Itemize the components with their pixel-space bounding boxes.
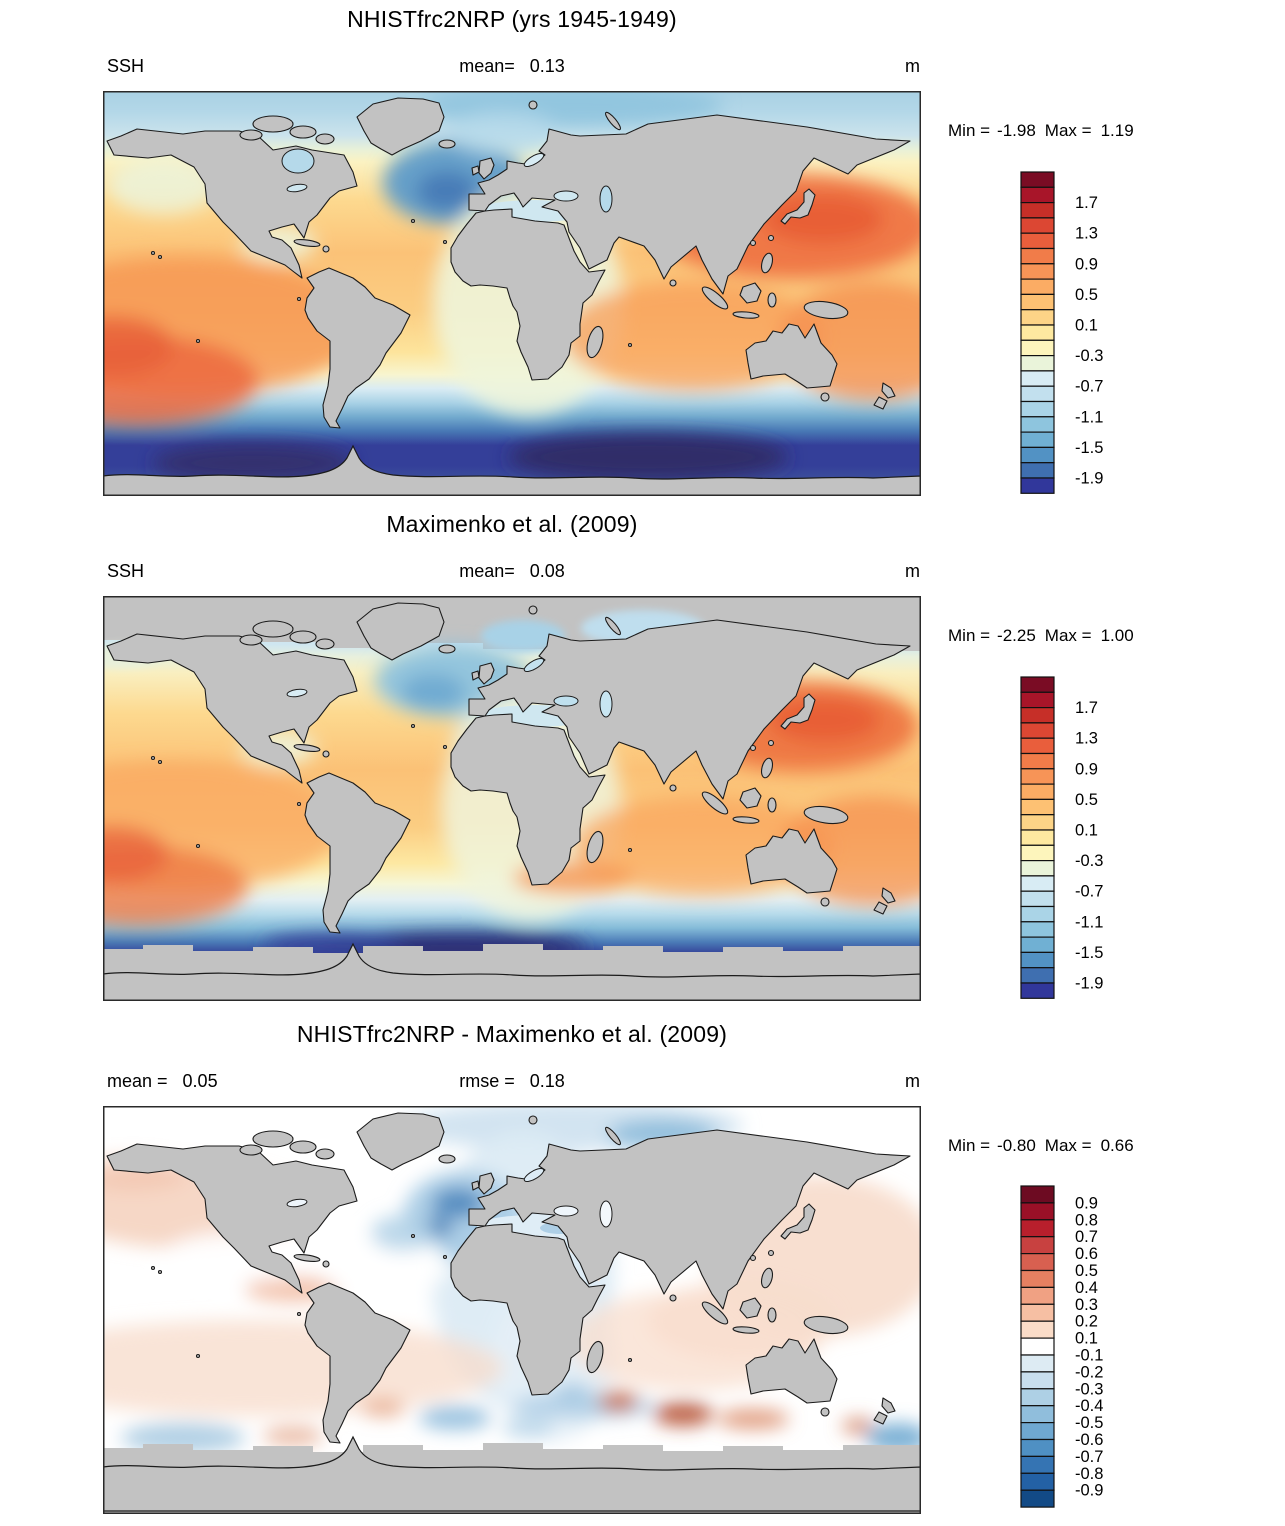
panel1-map	[103, 91, 921, 496]
svg-text:0.9: 0.9	[1075, 255, 1098, 273]
panel2-colorbar: 1.7 1.3 0.9 0.5 0.1 -0.3 -0.7 -1.1 -1.5 -1.9	[1020, 676, 1140, 1017]
svg-text:0.5: 0.5	[1075, 286, 1098, 304]
svg-text:-0.4: -0.4	[1075, 1397, 1103, 1415]
svg-text:0.5: 0.5	[1075, 791, 1098, 809]
panel1-lakes	[281, 148, 613, 213]
svg-text:0.1: 0.1	[1075, 822, 1098, 840]
svg-text:0.6: 0.6	[1075, 1245, 1098, 1263]
svg-text:0.7: 0.7	[1075, 1228, 1098, 1246]
colorbar-svg: 1.7 1.3 0.9 0.5 0.1 -0.3 -0.7 -1.1 -1.5 -1.9	[1020, 676, 1103, 999]
svg-text:-1.9: -1.9	[1075, 470, 1103, 488]
panel3-rmse-stat: rmse = 0.18	[459, 1071, 565, 1091]
svg-text:-0.6: -0.6	[1075, 1431, 1103, 1449]
svg-text:-0.7: -0.7	[1075, 883, 1103, 901]
panel3-map	[103, 1106, 921, 1514]
panel1-title: NHISTfrc2NRP (yrs 1945-1949)	[347, 6, 677, 32]
panel2-lakes	[286, 658, 613, 718]
svg-text:-0.9: -0.9	[1075, 1482, 1103, 1500]
svg-text:1.7: 1.7	[1075, 194, 1098, 212]
panel2-subheader: SSH mean= 0.08 m	[103, 561, 921, 585]
panel1-minmax: Min = -1.98 Max = 1.19	[948, 121, 1134, 140]
svg-text:-0.3: -0.3	[1075, 852, 1103, 870]
panel3-lakes	[286, 1168, 613, 1228]
panel3-title: NHISTfrc2NRP - Maximenko et al. (2009)	[296, 1021, 728, 1047]
svg-text:-0.3: -0.3	[1075, 347, 1103, 365]
svg-text:-0.2: -0.2	[1075, 1363, 1103, 1381]
svg-text:-1.1: -1.1	[1075, 913, 1103, 931]
svg-text:1.3: 1.3	[1075, 225, 1098, 243]
svg-text:-1.9: -1.9	[1075, 975, 1103, 993]
panel3-subheader: mean = 0.05 rmse = 0.18 m	[103, 1071, 921, 1095]
panel1-colorbar: 1.7 1.3 0.9 0.5 0.1 -0.3 -0.7 -1.1 -1.5 -1.9	[1020, 171, 1140, 512]
svg-text:-1.5: -1.5	[1075, 439, 1103, 457]
svg-text:0.4: 0.4	[1075, 1279, 1098, 1297]
svg-text:0.8: 0.8	[1075, 1211, 1098, 1229]
svg-text:1.3: 1.3	[1075, 730, 1098, 748]
svg-text:-0.7: -0.7	[1075, 378, 1103, 396]
panel1-subheader: SSH mean= 0.13 m	[103, 56, 921, 80]
svg-text:1.7: 1.7	[1075, 699, 1098, 717]
svg-text:0.2: 0.2	[1075, 1313, 1098, 1331]
panel3-unit-label: m	[905, 1071, 920, 1091]
svg-text:-0.3: -0.3	[1075, 1380, 1103, 1398]
svg-text:-0.7: -0.7	[1075, 1448, 1103, 1466]
panel2-variable-label: SSH	[107, 561, 145, 581]
panel1-unit-label: m	[905, 56, 920, 76]
svg-text:-0.1: -0.1	[1075, 1347, 1103, 1365]
colorbar-svg: 0.90.80.70.60.50.40.30.20.1-0.1-0.2-0.3-…	[1020, 1185, 1103, 1508]
panel2-minmax: Min = -2.25 Max = 1.00	[948, 626, 1134, 645]
svg-text:0.5: 0.5	[1075, 1262, 1098, 1280]
panel2-unit-label: m	[905, 561, 920, 581]
panel3-colorbar: 0.9 0.8 0.7 0.6 0.5 0.4 0.3 0.2 0.1 -0.1 -0.2 -0.3-…	[1020, 1185, 1140, 1526]
panel1-variable-label: SSH	[107, 56, 145, 76]
panel2-map	[103, 596, 921, 1001]
svg-text:-1.1: -1.1	[1075, 408, 1103, 426]
colorbar-svg: 1.7 1.3 0.9 0.5 0.1 -0.3 -0.7 -1.1 -1.5 -1.9	[1020, 171, 1103, 494]
panel2-mean-stat: mean= 0.08	[459, 561, 565, 581]
svg-text:0.1: 0.1	[1075, 317, 1098, 335]
svg-text:0.3: 0.3	[1075, 1296, 1098, 1314]
panel2-title: Maximenko et al. (2009)	[386, 511, 638, 537]
panel1-mean-stat: mean= 0.13	[459, 56, 565, 76]
svg-text:-0.5: -0.5	[1075, 1414, 1103, 1432]
svg-text:0.9: 0.9	[1075, 760, 1098, 778]
svg-text:0.9: 0.9	[1075, 1194, 1098, 1212]
panel3-minmax: Min = -0.80 Max = 0.66	[948, 1136, 1134, 1155]
svg-text:-0.8: -0.8	[1075, 1465, 1103, 1483]
svg-text:0.1: 0.1	[1075, 1330, 1098, 1348]
panel3-mean-stat: mean = 0.05	[107, 1071, 218, 1091]
svg-text:-1.5: -1.5	[1075, 944, 1103, 962]
